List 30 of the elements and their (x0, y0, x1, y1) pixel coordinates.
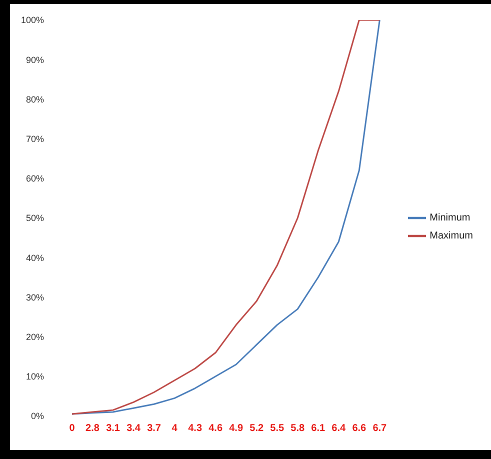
y-tick-label: 60% (26, 174, 44, 184)
y-tick-label: 70% (26, 134, 44, 144)
y-tick-label: 40% (26, 252, 44, 263)
x-tick-label: 0 (69, 423, 76, 434)
x-tick-label: 6.4 (332, 423, 346, 434)
y-tick-label: 100% (20, 15, 44, 26)
x-tick-label: 3.7 (147, 423, 162, 434)
x-tick-label: 4.6 (208, 423, 223, 434)
y-tick-label: 0% (30, 411, 44, 422)
x-tick-label: 6.1 (311, 423, 326, 434)
x-tick-label: 5.5 (270, 423, 284, 434)
y-tick-label: 10% (26, 372, 44, 382)
x-tick-label: 6.7 (372, 423, 388, 434)
x-tick-label: 4 (172, 423, 178, 434)
x-tick-label: 3.4 (126, 423, 141, 434)
y-tick-label: 90% (26, 54, 44, 65)
x-tick-label: 4.3 (188, 423, 202, 434)
legend-label: Minimum (430, 212, 470, 224)
x-tick-label: 5.8 (290, 423, 305, 434)
legend-label: Maximum (430, 230, 473, 242)
x-tick-label: 4.9 (229, 423, 244, 434)
x-tick-label: 5.2 (250, 423, 264, 434)
y-tick-label: 20% (26, 332, 44, 342)
y-tick-label: 80% (26, 94, 44, 104)
x-tick-label: 2.8 (86, 423, 100, 434)
x-tick-label: 3.1 (106, 423, 120, 434)
line-series (71, 20, 380, 415)
y-tick-label: 30% (26, 292, 44, 302)
x-tick-label: 6.6 (352, 423, 367, 434)
y-tick-label: 50% (26, 213, 44, 224)
